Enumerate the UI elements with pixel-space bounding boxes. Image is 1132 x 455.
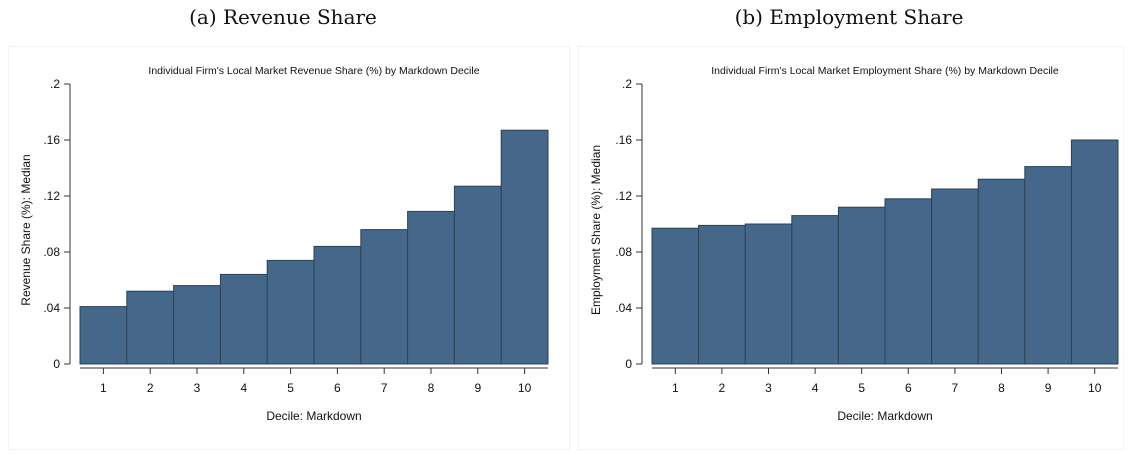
bar-decile-9	[1024, 166, 1072, 365]
employment-share-chart: Individual Firm's Local Market Employmen…	[578, 46, 1124, 450]
x-tick-label: 10	[1088, 381, 1102, 395]
bar-decile-1	[79, 306, 128, 365]
x-tick-label: 7	[952, 381, 959, 395]
bar-decile-8	[407, 210, 455, 365]
y-tick-label: .12	[43, 189, 60, 203]
bar-decile-5	[266, 259, 315, 365]
bar-decile-2	[698, 224, 746, 365]
y-axis-label: Employment Share (%): Median	[589, 145, 603, 315]
bar-decile-7	[360, 229, 409, 365]
y-tick-label: .08	[43, 245, 60, 259]
bar-decile-3	[173, 285, 221, 365]
y-tick-label: .2	[622, 77, 632, 91]
x-tick-label: 10	[518, 381, 532, 395]
x-tick-label: 5	[287, 381, 294, 395]
bar-decile-5	[837, 206, 886, 365]
caption-employment-share: (b) Employment Share	[734, 5, 964, 29]
x-tick-label: 4	[240, 381, 247, 395]
bar-decile-7	[931, 188, 979, 365]
bar-decile-3	[744, 223, 793, 365]
y-tick-label: .04	[615, 301, 632, 315]
y-tick-label: 0	[625, 357, 632, 371]
x-tick-label: 7	[381, 381, 388, 395]
x-tick-label: 4	[812, 381, 819, 395]
bar-decile-6	[313, 245, 362, 365]
x-tick-label: 3	[765, 381, 772, 395]
x-axis-label: Decile: Markdown	[837, 409, 932, 423]
bar-decile-8	[977, 178, 1026, 365]
bar-decile-9	[453, 185, 502, 365]
y-axis-label: Revenue Share (%): Median	[19, 154, 33, 305]
x-tick-label: 2	[719, 381, 726, 395]
x-tick-label: 3	[194, 381, 201, 395]
x-tick-label: 9	[474, 381, 481, 395]
bar-decile-4	[791, 215, 839, 365]
x-tick-label: 6	[905, 381, 912, 395]
bar-decile-1	[651, 227, 700, 365]
y-tick-label: .08	[615, 245, 632, 259]
x-tick-label: 1	[100, 381, 107, 395]
x-tick-label: 8	[998, 381, 1005, 395]
chart-title: Individual Firm's Local Market Employmen…	[711, 65, 1059, 77]
y-tick-label: .16	[615, 133, 632, 147]
bar-decile-6	[884, 198, 933, 365]
x-tick-label: 6	[334, 381, 341, 395]
x-tick-label: 8	[428, 381, 435, 395]
bar-decile-10	[1070, 139, 1119, 365]
chart-title: Individual Firm's Local Market Revenue S…	[148, 65, 479, 77]
caption-revenue-share: (a) Revenue Share	[189, 5, 377, 29]
y-tick-label: .04	[43, 301, 60, 315]
x-tick-label: 1	[672, 381, 679, 395]
y-tick-label: .12	[615, 189, 632, 203]
bar-decile-10	[500, 129, 549, 365]
y-tick-label: 0	[53, 357, 60, 371]
x-tick-label: 2	[147, 381, 154, 395]
y-tick-label: .2	[50, 77, 60, 91]
y-tick-label: .16	[43, 133, 60, 147]
x-tick-label: 5	[858, 381, 865, 395]
revenue-share-chart: Individual Firm's Local Market Revenue S…	[8, 46, 570, 450]
x-axis-label: Decile: Markdown	[266, 409, 361, 423]
bar-decile-2	[126, 290, 175, 365]
bar-decile-4	[219, 273, 268, 365]
x-tick-label: 9	[1045, 381, 1052, 395]
